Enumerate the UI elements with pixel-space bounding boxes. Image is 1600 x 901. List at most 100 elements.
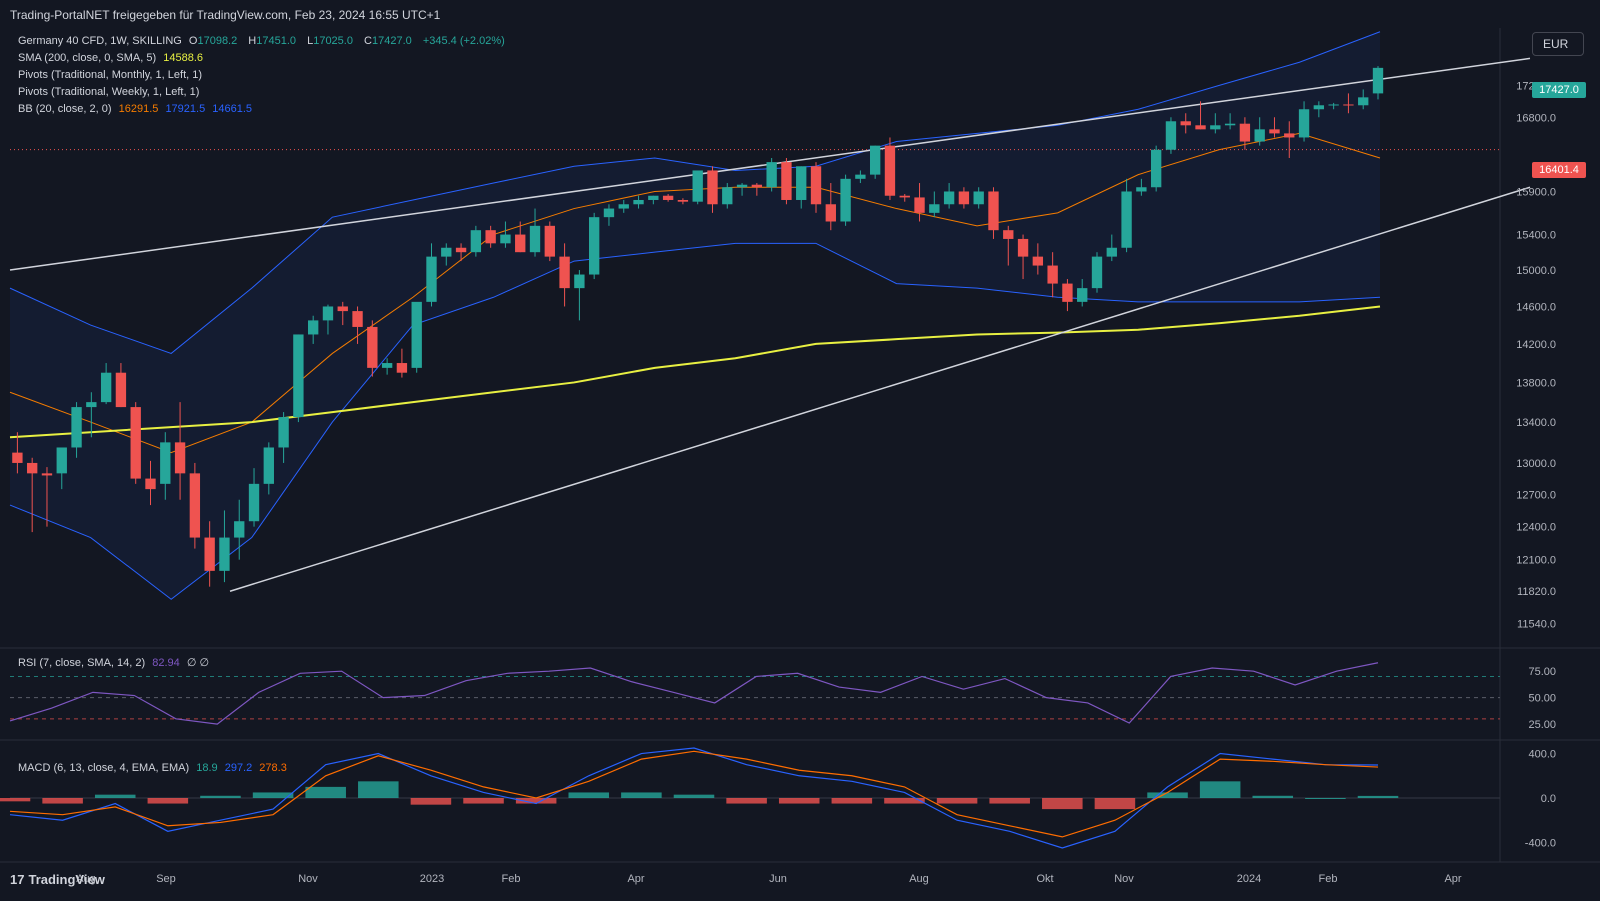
change-value: +345.4 (+2.02%) xyxy=(422,35,505,47)
candle xyxy=(988,187,999,239)
candle xyxy=(115,363,127,408)
candle-body xyxy=(396,363,408,373)
candle-body xyxy=(677,199,689,202)
candle xyxy=(707,166,718,213)
macd-legend[interactable]: MACD (6, 13, close, 4, EMA, EMA) 18.9 29… xyxy=(18,762,291,774)
candle-body xyxy=(1062,283,1073,302)
macd-histogram-bar xyxy=(515,798,557,804)
open-value: O17098.2 xyxy=(188,35,238,47)
candle-body xyxy=(174,442,186,474)
candle-body xyxy=(973,191,984,205)
candle-body xyxy=(1195,125,1206,130)
close-value: C17427.0 xyxy=(364,35,412,47)
macd-histogram-bar xyxy=(936,798,978,804)
attribution-text: Trading-PortalNET freigegeben für Tradin… xyxy=(10,8,441,22)
candle-body xyxy=(1165,121,1177,150)
bb-legend[interactable]: BB (20, close, 2, 0) 16291.5 17921.5 146… xyxy=(18,103,256,115)
candle xyxy=(929,191,940,218)
candle xyxy=(1017,234,1029,280)
macd-histogram-bar xyxy=(726,798,767,804)
rsi-extra: ∅ ∅ xyxy=(186,657,210,669)
time-tick-label: Nov xyxy=(298,873,318,885)
rsi-legend[interactable]: RSI (7, close, SMA, 14, 2) 82.94 ∅ ∅ xyxy=(18,656,213,669)
candle-body xyxy=(1284,133,1295,138)
macd-value: 297.2 xyxy=(224,762,253,774)
candle xyxy=(603,204,615,226)
price-tick-label: 13400.0 xyxy=(1516,417,1556,429)
macd-histogram-bar xyxy=(831,798,873,804)
macd-histogram-bar xyxy=(778,798,820,804)
macd-tick-label: 400.0 xyxy=(1528,749,1556,761)
candle xyxy=(1298,101,1310,142)
candle-body xyxy=(41,473,53,476)
candle-body xyxy=(707,170,718,205)
candle-body xyxy=(825,204,836,222)
tradingview-logo[interactable]: 17 TradingView xyxy=(10,872,105,887)
time-tick-label: Sep xyxy=(156,873,176,885)
candle-body xyxy=(204,537,215,571)
crosshair-price-badge: 16401.4 xyxy=(1532,162,1586,178)
candle-body xyxy=(1136,187,1147,192)
candle xyxy=(470,225,482,257)
candle-body xyxy=(1328,104,1339,106)
pivots-weekly-legend[interactable]: Pivots (Traditional, Weekly, 1, Left, 1) xyxy=(18,86,203,98)
time-tick-label: 2024 xyxy=(1237,873,1261,885)
candle xyxy=(367,320,378,377)
price-tick-label: 12700.0 xyxy=(1516,489,1556,501)
candle xyxy=(1062,279,1073,312)
candle-body xyxy=(12,452,23,463)
candle xyxy=(204,521,215,587)
sma-value: 14588.6 xyxy=(163,52,203,64)
rsi-tick-label: 50.00 xyxy=(1528,693,1556,705)
pivots-monthly-legend[interactable]: Pivots (Traditional, Monthly, 1, Left, 1… xyxy=(18,69,206,81)
time-tick-label: Apr xyxy=(627,873,644,885)
candle xyxy=(189,462,201,549)
candle-body xyxy=(529,225,541,253)
candle xyxy=(810,162,822,213)
signal-line xyxy=(9,750,1379,838)
candle xyxy=(544,221,555,262)
candle-body xyxy=(219,537,230,571)
sma-legend[interactable]: SMA (200, close, 0, SMA, 5) 14588.6 xyxy=(18,52,207,64)
candle-body xyxy=(278,417,289,448)
candle xyxy=(1313,101,1325,118)
candle-body xyxy=(293,334,304,418)
macd-histogram-bar xyxy=(1042,798,1083,810)
candle xyxy=(722,183,733,209)
candle xyxy=(219,510,230,583)
candle-body xyxy=(988,191,999,231)
candle-body xyxy=(500,234,511,244)
candle-body xyxy=(751,184,763,188)
candle-body xyxy=(1032,256,1044,266)
candle-body xyxy=(1106,247,1117,257)
candle-body xyxy=(943,191,955,205)
candle xyxy=(56,447,67,490)
rsi-line xyxy=(9,662,1379,725)
candle-body xyxy=(899,195,910,198)
candle xyxy=(869,145,881,179)
time-tick-label: Aug xyxy=(909,873,929,885)
candle xyxy=(958,187,970,209)
candle-body xyxy=(1372,67,1384,94)
currency-button[interactable]: EUR xyxy=(1532,32,1584,56)
candle xyxy=(500,221,511,248)
candle xyxy=(781,157,792,205)
rsi-tick-label: 75.00 xyxy=(1528,666,1556,678)
candle xyxy=(899,194,910,202)
bb-lower-value: 14661.5 xyxy=(212,103,253,115)
candle xyxy=(515,221,526,253)
candle-body xyxy=(810,166,822,205)
candle-body xyxy=(1313,105,1325,110)
tradingview-logo-text: TradingView xyxy=(28,872,105,887)
candle-body xyxy=(544,225,555,257)
macd-histogram-bar xyxy=(989,798,1030,804)
macd-histogram-bar xyxy=(621,792,662,798)
candle-body xyxy=(100,372,112,403)
candle xyxy=(529,208,541,257)
candle xyxy=(71,402,82,458)
candle-body xyxy=(263,447,274,484)
candle-body xyxy=(367,326,378,368)
bb-upper-value: 17921.5 xyxy=(165,103,206,115)
candle xyxy=(766,157,777,192)
